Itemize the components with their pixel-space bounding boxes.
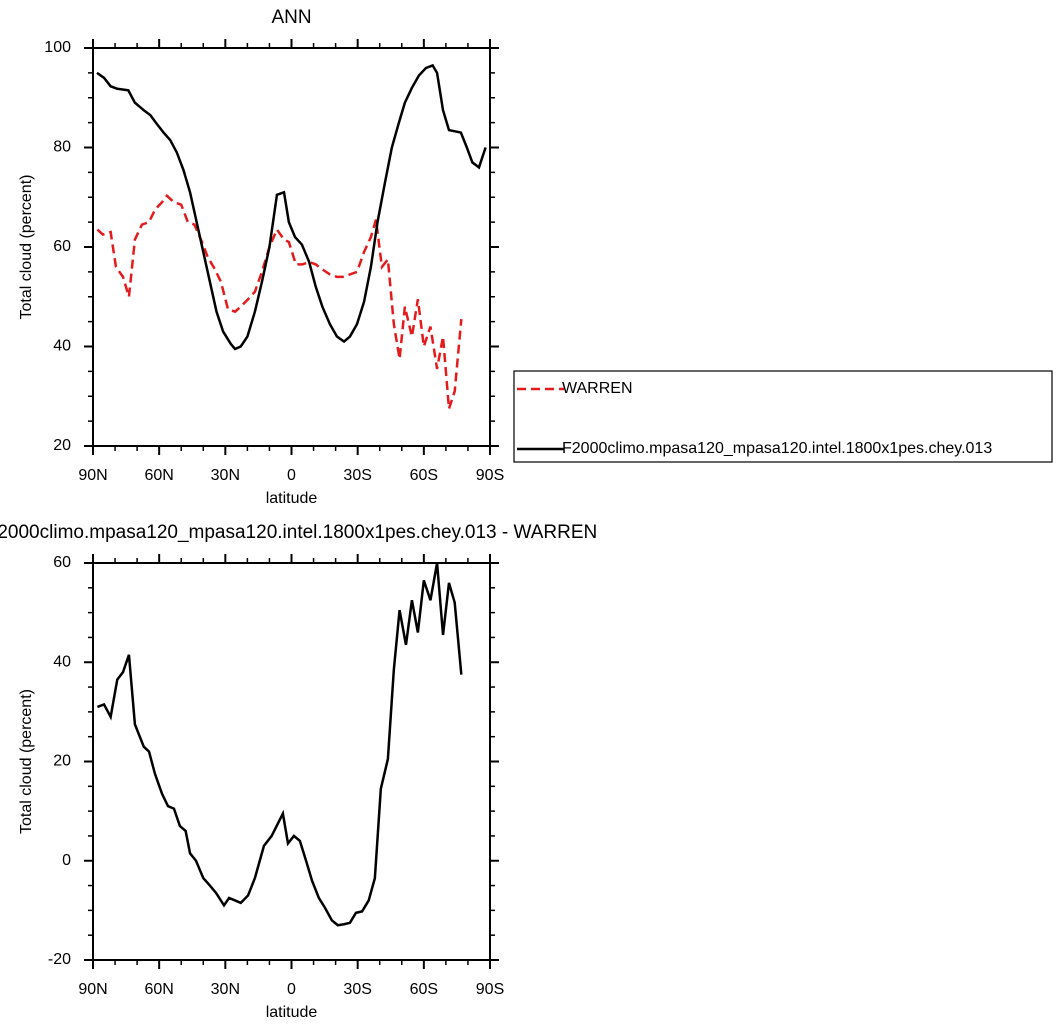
data-line [96, 562, 463, 927]
x-tick-label: 30N [211, 981, 240, 998]
x-tick-label: 60S [410, 467, 438, 484]
x-tick-label: 90S [476, 467, 504, 484]
y-tick-label: 60 [53, 238, 71, 255]
y-tick-label: 60 [53, 554, 71, 571]
x-tick-label: 60N [144, 467, 173, 484]
chart-title: ANN [271, 7, 311, 28]
data-line [96, 63, 487, 351]
x-tick-label: 0 [287, 467, 296, 484]
y-axis-label: Total cloud (percent) [18, 689, 35, 834]
y-tick-label: -20 [48, 951, 71, 968]
legend-box [513, 370, 1053, 463]
x-tick-label: 30S [343, 981, 371, 998]
x-axis-label: latitude [266, 490, 318, 507]
x-axis-label: latitude [266, 1004, 318, 1021]
x-tick-label: 30S [343, 467, 371, 484]
y-tick-label: 20 [53, 437, 71, 454]
y-tick-label: 100 [44, 39, 71, 56]
x-tick-label: 90N [78, 467, 107, 484]
y-tick-label: 80 [53, 139, 71, 156]
legend-label: F2000climo.mpasa120_mpasa120.intel.1800x… [562, 440, 992, 457]
x-tick-label: 90S [476, 981, 504, 998]
x-tick-label: 30N [211, 467, 240, 484]
data-line [96, 193, 463, 410]
legend-label: WARREN [562, 380, 633, 397]
chart-title: F2000climo.mpasa120_mpasa120.intel.1800x… [0, 522, 597, 543]
x-tick-label: 90N [78, 981, 107, 998]
y-tick-label: 40 [53, 338, 71, 355]
y-tick-label: 0 [62, 852, 71, 869]
x-tick-label: 60S [410, 981, 438, 998]
y-tick-label: 40 [53, 653, 71, 670]
y-tick-label: 20 [53, 753, 71, 770]
y-axis-label: Total cloud (percent) [18, 175, 35, 320]
x-tick-label: 0 [287, 981, 296, 998]
x-tick-label: 60N [144, 981, 173, 998]
